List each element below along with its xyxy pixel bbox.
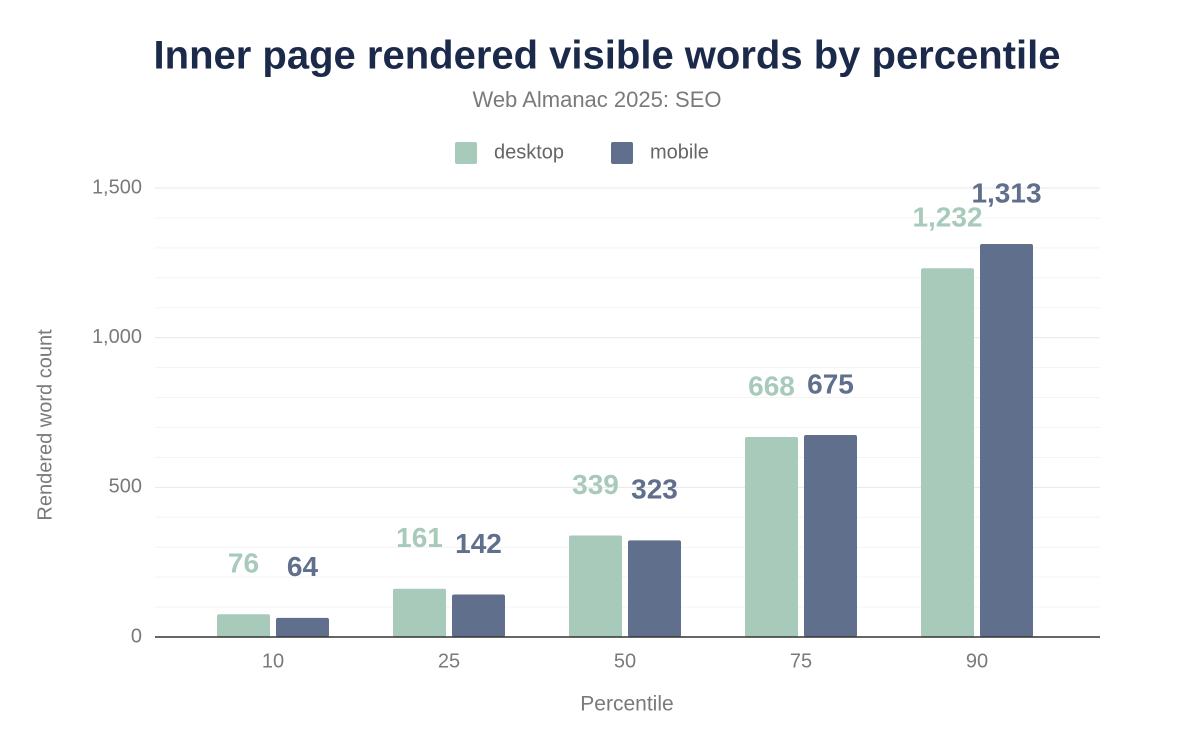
value-label: 1,313 <box>971 177 1041 208</box>
y-tick-label: 500 <box>109 476 142 498</box>
bar <box>569 535 622 637</box>
value-label: 76 <box>228 548 259 579</box>
value-label: 323 <box>631 474 678 505</box>
value-label: 675 <box>807 368 854 399</box>
y-tick-label: 1,000 <box>92 326 142 348</box>
legend-label: desktop <box>494 141 564 163</box>
y-tick-label: 1,500 <box>92 176 142 198</box>
y-tick-label: 0 <box>131 625 142 647</box>
x-tick-label: 25 <box>438 650 460 672</box>
x-axis-title: Percentile <box>580 693 673 716</box>
y-axis-title: Rendered word count <box>34 329 56 521</box>
legend-label: mobile <box>650 141 709 163</box>
bar <box>393 588 446 637</box>
value-label: 668 <box>748 370 795 401</box>
bar <box>217 614 270 637</box>
value-label: 64 <box>287 551 319 582</box>
bar <box>745 437 798 637</box>
legend-swatch <box>455 142 477 164</box>
x-tick-label: 75 <box>790 650 812 672</box>
chart-title: Inner page rendered visible words by per… <box>154 34 1061 78</box>
x-tick-label: 10 <box>262 650 284 672</box>
chart-subtitle: Web Almanac 2025: SEO <box>472 87 721 112</box>
bar <box>921 268 974 637</box>
bar <box>804 434 857 637</box>
bar <box>980 243 1033 637</box>
value-label: 339 <box>572 469 619 500</box>
x-tick-label: 50 <box>614 650 636 672</box>
bar <box>276 617 329 637</box>
bar <box>628 540 681 637</box>
bar <box>452 594 505 637</box>
legend-swatch <box>611 142 633 164</box>
value-label: 1,232 <box>912 202 982 233</box>
x-tick-label: 90 <box>966 650 988 672</box>
value-label: 142 <box>455 528 502 559</box>
value-label: 161 <box>396 522 443 553</box>
